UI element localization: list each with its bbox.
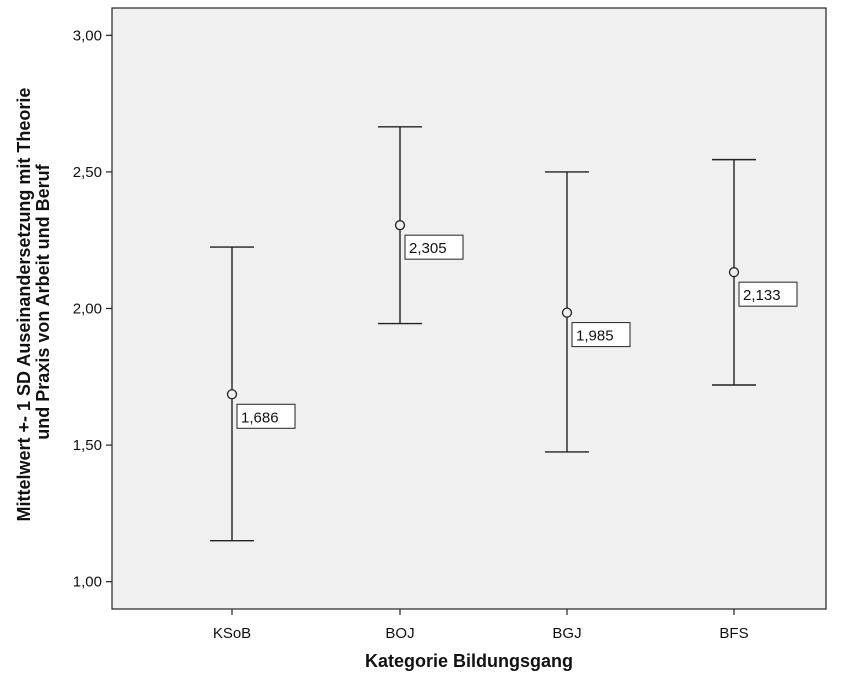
- x-tick-label: BGJ: [552, 625, 581, 642]
- plot-area: [111, 7, 827, 610]
- x-tick-label: BOJ: [385, 625, 414, 642]
- y-tick-label: 2,50: [73, 164, 102, 181]
- data-label-box: [571, 322, 631, 348]
- x-axis: KSoB BOJ BGJ BFS: [213, 609, 749, 642]
- mean-marker: [728, 267, 740, 278]
- error-bar-group: 1,985: [545, 171, 631, 453]
- y-tick-label: 2,00: [73, 301, 102, 318]
- y-axis-title: Mittelwert +- 1 SD Auseinandersetzung mi…: [14, 83, 53, 522]
- data-label-box: [236, 403, 296, 429]
- y-tick-label: 1,00: [73, 574, 102, 591]
- y-axis-title-line-1: Mittelwert +- 1 SD Auseinandersetzung mi…: [14, 88, 34, 522]
- y-tick-label: 1,50: [73, 437, 102, 454]
- data-label-box: [404, 234, 464, 260]
- x-tick-label: BFS: [719, 625, 748, 642]
- error-bar-group: 1,686: [210, 246, 296, 542]
- data-label-box: [738, 281, 798, 307]
- error-bar-group: 2,305: [378, 126, 464, 325]
- error-bar-group: 2,133: [712, 158, 798, 386]
- y-tick-label: 3,00: [73, 27, 102, 44]
- y-axis-title-line-2: und Praxis von Arbeit und Beruf: [33, 163, 53, 439]
- x-tick-label: KSoB: [213, 625, 251, 642]
- mean-marker: [561, 307, 573, 318]
- mean-marker: [226, 389, 238, 400]
- y-axis: 1,00 1,50 2,00 2,50 3,00: [73, 27, 112, 591]
- x-axis-title: Kategorie Bildungsgang: [365, 651, 573, 671]
- data-label: 2,133: [743, 287, 781, 304]
- mean-marker: [394, 220, 406, 231]
- data-label: 1,686: [241, 409, 279, 426]
- error-bars: 1,686 2,305 1,985 2,133: [210, 126, 798, 542]
- data-label: 1,985: [576, 328, 614, 345]
- data-label: 2,305: [409, 240, 447, 257]
